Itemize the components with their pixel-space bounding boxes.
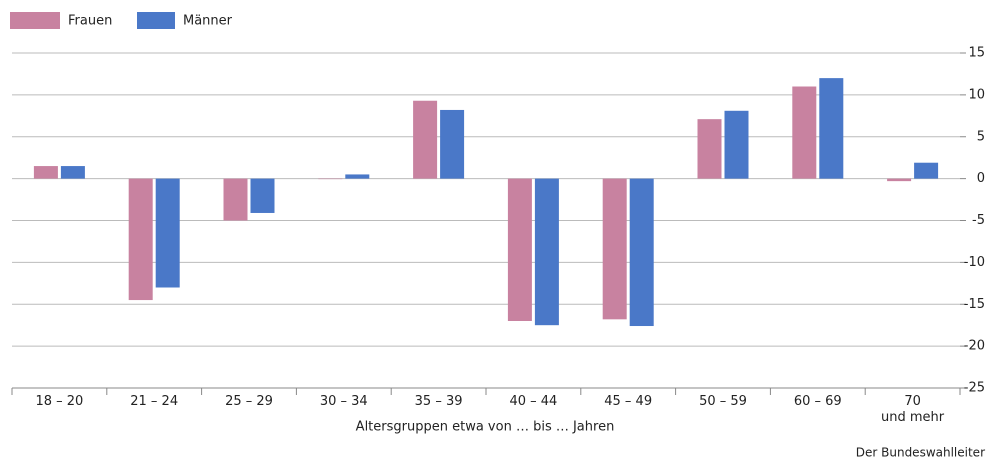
bar <box>250 178 275 213</box>
x-tick-label: 60 – 69 <box>793 394 842 409</box>
bar <box>697 119 722 179</box>
x-axis-label: Altersgruppen etwa von … bis … Jahren <box>356 420 615 435</box>
legend-label: Männer <box>183 14 233 29</box>
bar <box>629 178 654 327</box>
x-tick-label: 35 – 39 <box>414 394 463 409</box>
bar <box>223 178 248 221</box>
y-tick-label: -5 <box>972 213 985 228</box>
bar <box>534 178 559 326</box>
y-tick-label: -10 <box>964 255 985 270</box>
x-tick-label: 21 – 24 <box>130 394 179 409</box>
y-tick-label: 5 <box>977 129 985 144</box>
y-tick-label: 0 <box>977 171 985 186</box>
bar <box>914 162 939 179</box>
legend-swatch <box>137 12 175 29</box>
x-tick-label: 45 – 49 <box>604 394 653 409</box>
legend-label: Frauen <box>68 14 112 29</box>
x-tick-label: 25 – 29 <box>225 394 273 409</box>
y-tick-label: -20 <box>964 339 985 354</box>
y-tick-label: -25 <box>964 381 985 396</box>
bar <box>724 110 749 179</box>
bar <box>128 178 153 301</box>
legend-swatch <box>10 12 60 29</box>
bar <box>792 86 817 179</box>
y-tick-label: 15 <box>968 46 985 61</box>
bar <box>819 78 844 179</box>
bar <box>440 109 465 179</box>
bar <box>33 166 58 179</box>
x-tick-label: 50 – 59 <box>699 394 747 409</box>
bar <box>887 178 912 182</box>
bar <box>155 178 180 288</box>
source: Der Bundeswahlleiter <box>856 446 985 460</box>
x-tick-label: 70 und mehr <box>881 394 945 425</box>
x-tick-label: 30 – 34 <box>319 394 368 409</box>
bar <box>602 178 627 320</box>
y-tick-label: 10 <box>968 87 985 102</box>
bar <box>318 178 343 180</box>
x-tick-label: 18 – 20 <box>35 394 84 409</box>
bar <box>413 100 438 179</box>
y-tick-label: -15 <box>964 297 985 312</box>
bar <box>345 174 370 179</box>
bar <box>60 166 85 179</box>
x-tick-label: 40 – 44 <box>509 394 558 409</box>
bar <box>507 178 532 321</box>
